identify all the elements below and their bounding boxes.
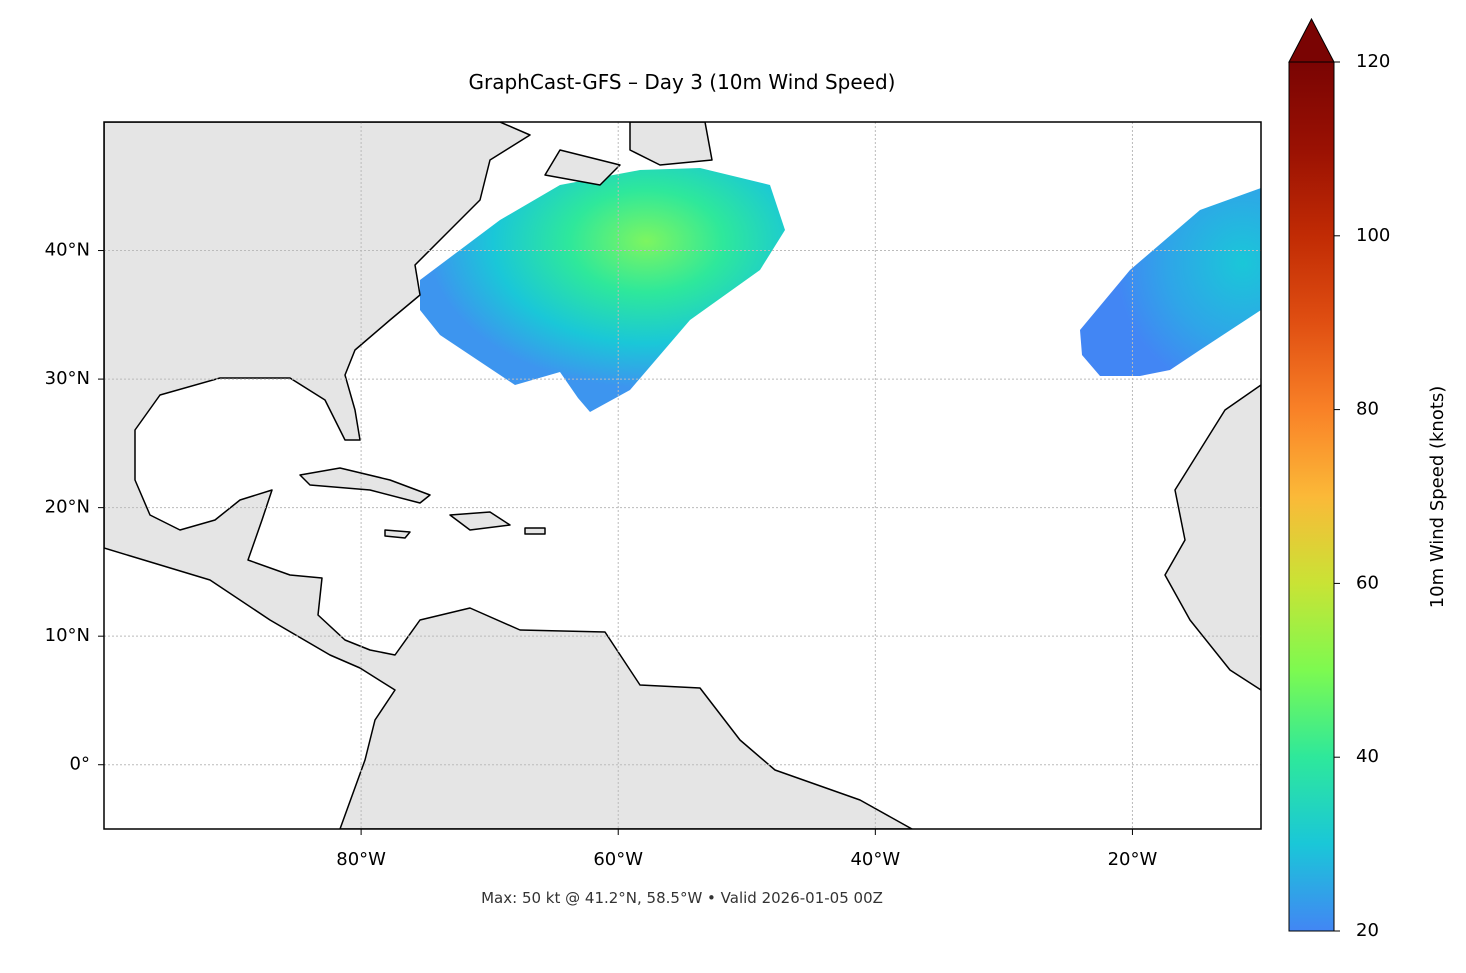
- colorbar-tick-label: 20: [1356, 920, 1379, 941]
- y-tick-label: 0°: [70, 754, 90, 775]
- colorbar-tick-label: 80: [1356, 399, 1379, 420]
- jamaica: [384, 529, 411, 539]
- chart-title: GraphCast-GFS – Day 3 (10m Wind Speed): [469, 70, 896, 94]
- africa: [1164, 384, 1261, 691]
- colorbar-label: 10m Wind Speed (knots): [1427, 386, 1448, 609]
- y-tick-label: 20°N: [45, 497, 90, 518]
- quebec: [629, 122, 713, 166]
- y-tick-label: 30°N: [45, 368, 90, 389]
- cuba: [299, 467, 431, 504]
- colorbar-tick-label: 120: [1356, 51, 1390, 72]
- x-tick-label: 20°W: [1108, 849, 1158, 870]
- colorbar-tick-label: 100: [1356, 225, 1390, 246]
- nova-scotia: [544, 149, 621, 186]
- axes-frame: [103, 121, 1262, 830]
- colorbar: [1288, 61, 1335, 932]
- y-tick-label: 40°N: [45, 240, 90, 261]
- x-tick-label: 60°W: [593, 849, 643, 870]
- hispaniola: [449, 511, 511, 531]
- wind-swath: [420, 168, 785, 412]
- footer: Max: 50 kt @ 41.2°N, 58.5°W • Valid 2026…: [481, 889, 883, 907]
- colorbar-extension: [1288, 17, 1335, 63]
- wind-swath: [1080, 188, 1261, 376]
- colorbar-tick-label: 40: [1356, 746, 1379, 767]
- x-tick-label: 80°W: [336, 849, 386, 870]
- grid: [104, 122, 1261, 829]
- americas: [104, 122, 913, 829]
- y-tick-label: 10°N: [45, 625, 90, 646]
- map: [104, 122, 1261, 829]
- x-tick-label: 40°W: [850, 849, 900, 870]
- puerto-rico: [524, 527, 546, 535]
- colorbar-tick-label: 60: [1356, 572, 1379, 593]
